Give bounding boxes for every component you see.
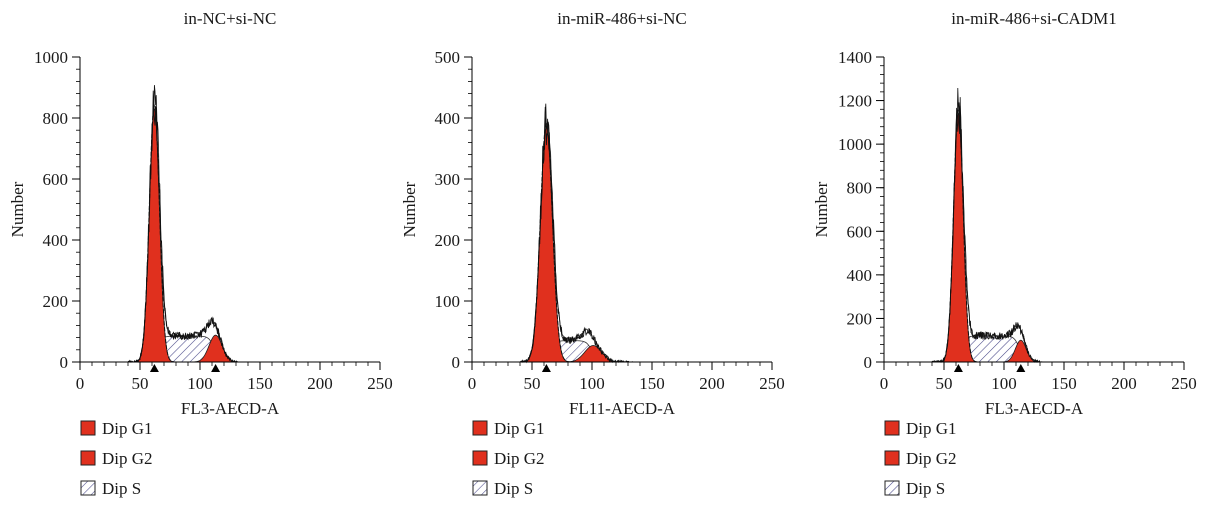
chart-panel-3: in-miR-486+si-CADM1 0 50 100 150 200 250 0 200 40… [812, 9, 1197, 498]
x-axis-label: FL11-AECD-A [569, 399, 676, 418]
y-tick-label: 0 [864, 353, 873, 372]
y-tick-label: 0 [60, 353, 69, 372]
chart-panel-1: in-NC+si-NC 0 50 100 150 200 250 0 200 400 600 800 1… [8, 9, 393, 498]
legend-swatch-solid [884, 450, 900, 466]
peak-marker-icon [211, 364, 221, 372]
chart-title: in-miR-486+si-CADM1 [951, 9, 1116, 28]
histogram-trace [520, 106, 634, 364]
x-tick-label: 0 [76, 374, 85, 393]
peak-marker-icon [149, 364, 159, 372]
x-tick-label: 150 [1051, 374, 1077, 393]
x-tick-label: 0 [880, 374, 889, 393]
x-tick-label: 50 [132, 374, 149, 393]
legend-item: Dip G2 [80, 449, 153, 468]
legend-item: Dip S [80, 479, 141, 498]
x-tick-label: 100 [187, 374, 213, 393]
y-tick-label: 1000 [838, 135, 872, 154]
legend-swatch-hatch [472, 480, 488, 496]
legend-item: Dip G1 [884, 419, 957, 438]
y-tick-label: 400 [435, 109, 461, 128]
legend-swatch-solid [472, 420, 488, 436]
peak-marker-icon [953, 364, 963, 372]
peak-marker-icon [1016, 364, 1026, 372]
legend-swatch-solid [80, 450, 96, 466]
x-tick-label: 250 [759, 374, 785, 393]
x-tick-label: 50 [936, 374, 953, 393]
x-axis-label: FL3-AECD-A [181, 399, 280, 418]
legend-label: Dip G2 [494, 449, 545, 468]
legend-item: Dip S [472, 479, 533, 498]
legend-swatch-hatch [80, 480, 96, 496]
legend-swatch-solid [80, 420, 96, 436]
x-axis-label: FL3-AECD-A [985, 399, 1084, 418]
legend-item: Dip G1 [80, 419, 153, 438]
x-tick-label: 100 [991, 374, 1017, 393]
legend-label: Dip G1 [102, 419, 153, 438]
y-tick-label: 200 [847, 309, 873, 328]
legend-label: Dip G2 [102, 449, 153, 468]
x-tick-label: 200 [1111, 374, 1137, 393]
legend-label: Dip G1 [494, 419, 545, 438]
y-tick-label: 800 [847, 179, 873, 198]
peak-marker-icon [541, 364, 551, 372]
x-tick-label: 200 [307, 374, 333, 393]
y-tick-label: 0 [452, 353, 461, 372]
y-tick-label: 400 [847, 266, 873, 285]
y-tick-label: 500 [435, 48, 461, 67]
x-tick-label: 150 [247, 374, 273, 393]
legend-item: Dip G2 [884, 449, 957, 468]
x-tick-label: 250 [1171, 374, 1197, 393]
y-tick-label: 1200 [838, 92, 872, 111]
chart-panel-2: in-miR-486+si-NC 0 50 100 150 200 250 0 100 200 30… [400, 9, 785, 498]
legend-item: Dip G1 [472, 419, 545, 438]
y-tick-label: 1400 [838, 48, 872, 67]
x-tick-label: 250 [367, 374, 393, 393]
y-tick-label: 300 [435, 170, 461, 189]
y-axis-label: Number [812, 181, 831, 237]
y-tick-label: 100 [435, 292, 461, 311]
dip-g1-area [522, 126, 571, 363]
y-tick-label: 200 [43, 292, 69, 311]
histogram-trace [931, 87, 1047, 364]
legend-label: Dip G1 [906, 419, 957, 438]
y-tick-label: 200 [435, 231, 461, 250]
chart-title: in-miR-486+si-NC [557, 9, 687, 28]
y-tick-label: 600 [847, 222, 873, 241]
dip-g1-fit-line [134, 102, 175, 363]
y-tick-label: 800 [43, 109, 69, 128]
legend-label: Dip S [494, 479, 533, 498]
x-tick-label: 100 [579, 374, 605, 393]
y-axis-label: Number [8, 181, 27, 237]
dip-g1-area [938, 112, 978, 363]
legend-swatch-solid [472, 450, 488, 466]
y-tick-label: 400 [43, 231, 69, 250]
legend-label: Dip S [906, 479, 945, 498]
y-tick-label: 1000 [34, 48, 68, 67]
chart-title: in-NC+si-NC [184, 9, 277, 28]
legend-item: Dip S [884, 479, 945, 498]
y-tick-label: 600 [43, 170, 69, 189]
histogram-trace [127, 106, 243, 363]
legend-swatch-hatch [884, 480, 900, 496]
legend-swatch-solid [884, 420, 900, 436]
dip-g1-area [133, 108, 175, 363]
y-axis-label: Number [400, 181, 419, 237]
legend-item: Dip G2 [472, 449, 545, 468]
x-tick-label: 150 [639, 374, 665, 393]
legend-label: Dip G2 [906, 449, 957, 468]
x-tick-label: 0 [468, 374, 477, 393]
legend-label: Dip S [102, 479, 141, 498]
x-tick-label: 200 [699, 374, 725, 393]
x-tick-label: 50 [524, 374, 541, 393]
